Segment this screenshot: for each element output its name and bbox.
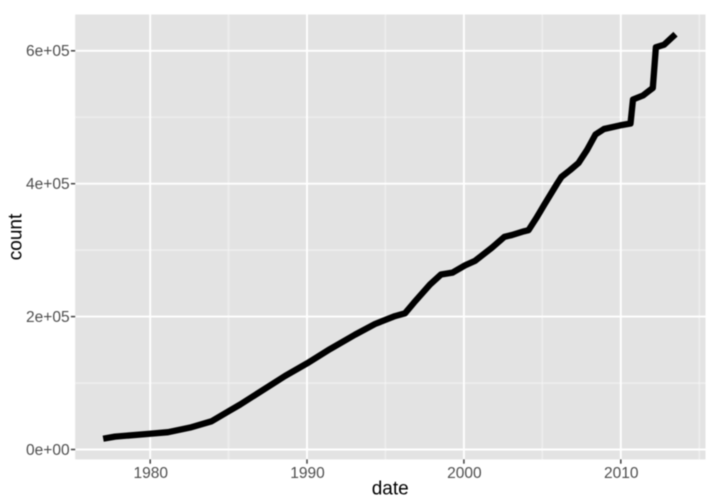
svg-text:1980: 1980: [133, 465, 168, 482]
svg-text:6e+05: 6e+05: [26, 43, 70, 60]
svg-text:4e+05: 4e+05: [26, 176, 70, 193]
svg-text:1990: 1990: [290, 465, 325, 482]
svg-text:0e+00: 0e+00: [26, 442, 70, 459]
svg-text:2010: 2010: [604, 465, 639, 482]
svg-text:date: date: [372, 479, 409, 500]
svg-text:2e+05: 2e+05: [26, 309, 70, 326]
svg-text:2000: 2000: [447, 465, 482, 482]
svg-text:count: count: [6, 213, 27, 260]
